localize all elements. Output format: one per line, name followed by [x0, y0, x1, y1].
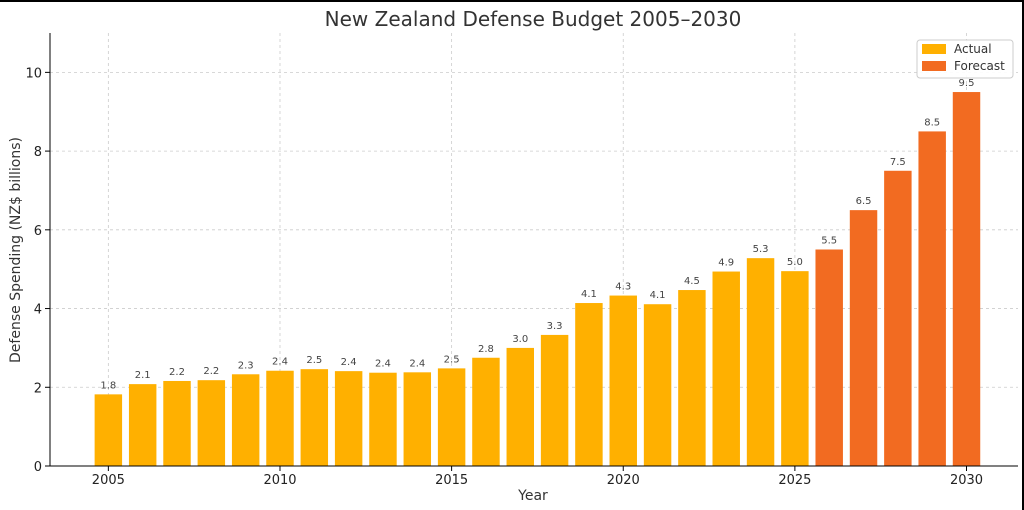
legend-swatch-actual — [922, 44, 946, 54]
legend-label-forecast: Forecast — [954, 59, 1005, 73]
bar-actual-2016 — [472, 357, 500, 466]
bar-forecast-2027 — [849, 210, 878, 466]
bar-forecast-2029 — [918, 131, 946, 466]
bar-actual-2010 — [266, 370, 294, 466]
axes — [49, 33, 1018, 467]
data-labels: 1.8 2.1 2.2 2.2 2.3 2.4 2.5 2.4 2.4 2.4 2.5 2.8 3.0 3… — [100, 78, 974, 391]
y-axis-label: Defense Spending (NZ$ billions) — [8, 137, 24, 363]
data-label-2021: 4.1 — [650, 290, 666, 301]
y-tick-label: 10 — [25, 66, 42, 81]
legend-swatch-forecast — [922, 61, 946, 71]
x-tick-label: 2005 — [92, 473, 125, 488]
data-label-2020: 4.3 — [615, 282, 631, 293]
data-label-2007: 2.2 — [169, 367, 185, 378]
x-axis-label: Year — [517, 488, 548, 504]
bar-actual-2006 — [128, 384, 157, 466]
bar-forecast-2026 — [815, 249, 843, 466]
data-label-2006: 2.1 — [135, 370, 151, 381]
bar-actual-2008 — [197, 380, 226, 466]
y-tick-label: 0 — [34, 460, 42, 475]
y-tick-label: 6 — [34, 224, 42, 239]
ticks: 0 2 4 6 8 10 2005 2010 2015 2020 2025 2030 — [25, 66, 983, 488]
data-label-2011: 2.5 — [306, 355, 322, 366]
bar-actual-2015 — [437, 368, 466, 466]
data-label-2024: 5.3 — [753, 244, 769, 255]
data-label-2029: 8.5 — [924, 117, 940, 128]
x-tick-label: 2010 — [263, 473, 296, 488]
data-label-2025: 5.0 — [787, 257, 803, 268]
bar-actual-2009 — [231, 374, 260, 466]
y-tick-label: 4 — [34, 303, 42, 318]
bar-actual-2024 — [746, 258, 775, 466]
legend-label-actual: Actual — [954, 42, 992, 56]
bar-actual-2018 — [540, 334, 569, 466]
data-label-2028: 7.5 — [890, 157, 906, 168]
bar-actual-2013 — [369, 372, 397, 466]
data-label-2019: 4.1 — [581, 289, 597, 300]
bar-actual-2021 — [643, 304, 672, 466]
bar-actual-2023 — [712, 271, 740, 466]
data-label-2030: 9.5 — [959, 78, 975, 89]
bar-actual-2011 — [300, 369, 329, 466]
y-tick-label: 8 — [34, 145, 42, 160]
bar-actual-2019 — [575, 303, 603, 466]
bar-actual-2022 — [678, 290, 706, 466]
bar-actual-2025 — [781, 271, 809, 466]
bar-forecast-2028 — [884, 170, 912, 467]
data-label-2022: 4.5 — [684, 276, 700, 287]
data-label-2026: 5.5 — [821, 236, 837, 247]
bar-actual-2005 — [94, 394, 123, 466]
bar-actual-2020 — [609, 295, 637, 466]
bars — [94, 92, 981, 467]
data-label-2018: 3.3 — [547, 321, 563, 332]
x-tick-label: 2015 — [435, 473, 468, 488]
data-label-2016: 2.8 — [478, 344, 494, 355]
data-label-2009: 2.3 — [238, 360, 254, 371]
bar-actual-2014 — [403, 372, 432, 466]
x-tick-label: 2030 — [950, 473, 983, 488]
x-tick-label: 2025 — [778, 473, 811, 488]
chart-title: New Zealand Defense Budget 2005–2030 — [325, 7, 742, 31]
data-label-2010: 2.4 — [272, 357, 288, 368]
data-label-2015: 2.5 — [444, 354, 460, 365]
data-label-2005: 1.8 — [100, 380, 116, 391]
data-label-2012: 2.4 — [341, 357, 357, 368]
legend: Actual Forecast — [916, 39, 1014, 79]
x-tick-label: 2020 — [607, 473, 640, 488]
data-label-2023: 4.9 — [718, 258, 734, 269]
data-label-2017: 3.0 — [512, 334, 528, 345]
data-label-2008: 2.2 — [203, 366, 219, 377]
bar-actual-2007 — [163, 380, 191, 466]
bar-actual-2012 — [334, 371, 363, 466]
data-label-2027: 6.5 — [856, 196, 872, 207]
bar-forecast-2030 — [952, 92, 981, 466]
bar-actual-2017 — [506, 347, 534, 466]
data-label-2014: 2.4 — [409, 358, 425, 369]
y-tick-label: 2 — [34, 381, 42, 396]
data-label-2013: 2.4 — [375, 359, 391, 370]
